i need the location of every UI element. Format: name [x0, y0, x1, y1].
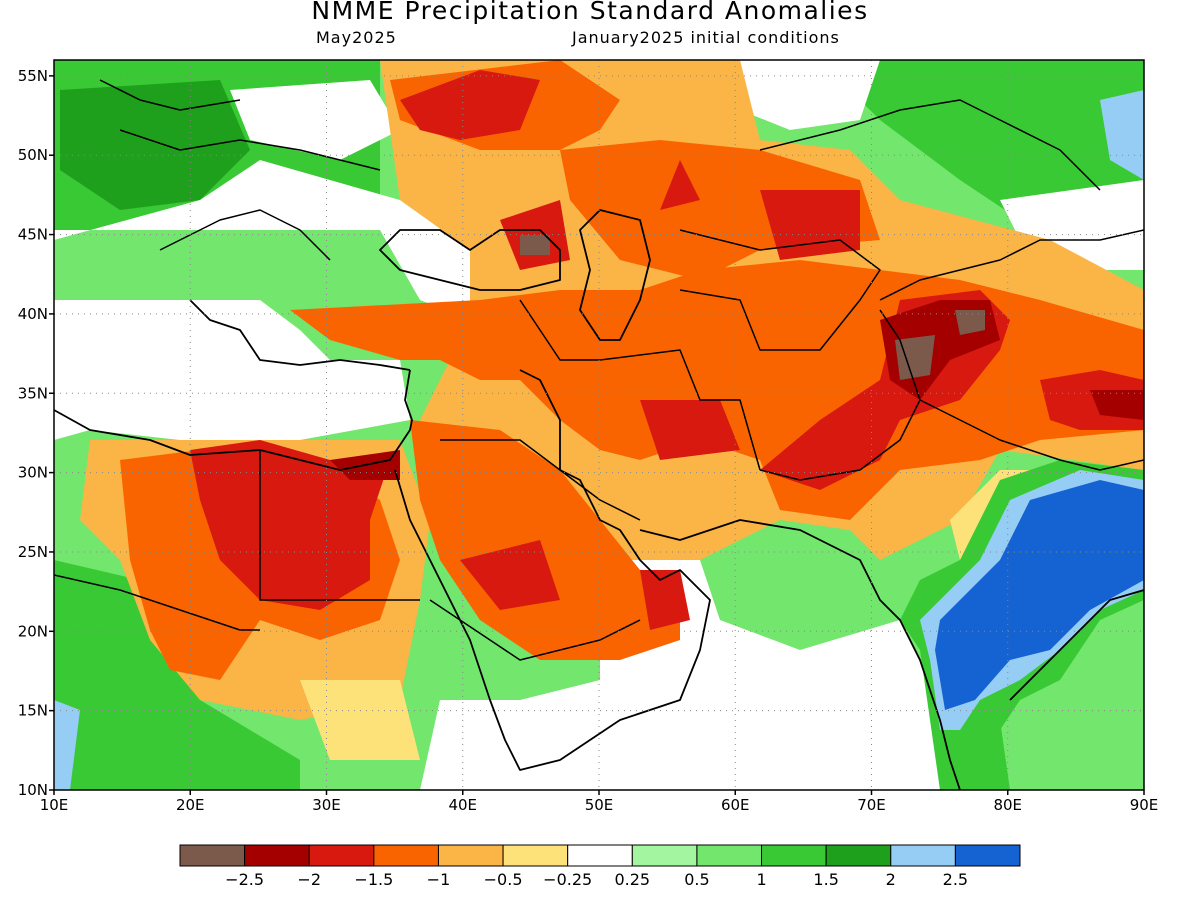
colorbar-swatch [437, 844, 504, 867]
colorbar-legend: −2.5 −2 −1.5 −1 −0.5 −0.25 0.25 0.5 1 1.5 2 2.5 [179, 844, 1021, 889]
colorbar-swatch [179, 844, 246, 867]
x-tick-label: 40E [448, 796, 477, 814]
x-tick-label: 60E [721, 796, 750, 814]
colorbar-swatch [954, 844, 1021, 867]
colorbar-label: −0.5 [484, 870, 523, 889]
colorbar-label: −1.5 [354, 870, 393, 889]
colorbar-label: 1 [756, 870, 766, 889]
colorbar-label: −2 [297, 870, 321, 889]
colorbar-label: 0.5 [684, 870, 709, 889]
x-tick-label: 20E [176, 796, 205, 814]
colorbar-swatch [825, 844, 892, 867]
y-tick-label: 15N [18, 702, 48, 720]
x-tick-label: 90E [1130, 796, 1159, 814]
colorbar-swatch [567, 844, 633, 867]
colorbar-swatch [890, 844, 956, 867]
y-tick-label: 50N [18, 146, 48, 164]
colorbar-swatch [761, 844, 827, 867]
colorbar-swatch [373, 844, 439, 867]
colorbar-swatch [631, 844, 698, 867]
y-tick-label: 25N [18, 543, 48, 561]
x-tick-label: 80E [993, 796, 1022, 814]
colorbar-label: 2 [886, 870, 896, 889]
colorbar-swatch [696, 844, 763, 867]
chart-title: NMME Precipitation Standard Anomalies [311, 0, 869, 25]
colorbar-swatch [502, 844, 569, 867]
y-tick-label: 10N [18, 781, 48, 799]
anomaly-field [54, 60, 1144, 790]
x-tick-label: 10E [40, 796, 69, 814]
x-tick-label: 70E [857, 796, 886, 814]
colorbar-swatch [308, 844, 375, 867]
y-tick-label: 45N [18, 226, 48, 244]
x-tick-label: 30E [312, 796, 341, 814]
forecast-month: May2025 [316, 28, 397, 47]
y-axis-ticks: 10N 15N 20N 25N 30N 35N 40N 45N 50N 55N [18, 67, 54, 799]
colorbar-label: −2.5 [225, 870, 264, 889]
colorbar-label: 2.5 [943, 870, 968, 889]
y-tick-label: 30N [18, 464, 48, 482]
colorbar-label: 1.5 [813, 870, 838, 889]
colorbar-label: −1 [427, 870, 451, 889]
x-axis-ticks: 10E 20E 30E 40E 50E 60E 70E 80E 90E [40, 790, 1159, 814]
y-tick-label: 40N [18, 305, 48, 323]
y-tick-label: 35N [18, 384, 48, 402]
initial-conditions: January2025 initial conditions [572, 28, 840, 47]
colorbar-label: −0.25 [543, 870, 592, 889]
y-tick-label: 55N [18, 67, 48, 85]
country-borders [54, 79, 1144, 790]
colorbar-label: 0.25 [614, 870, 650, 889]
y-tick-label: 20N [18, 622, 48, 640]
x-tick-label: 50E [585, 796, 614, 814]
colorbar-swatch [244, 844, 310, 867]
